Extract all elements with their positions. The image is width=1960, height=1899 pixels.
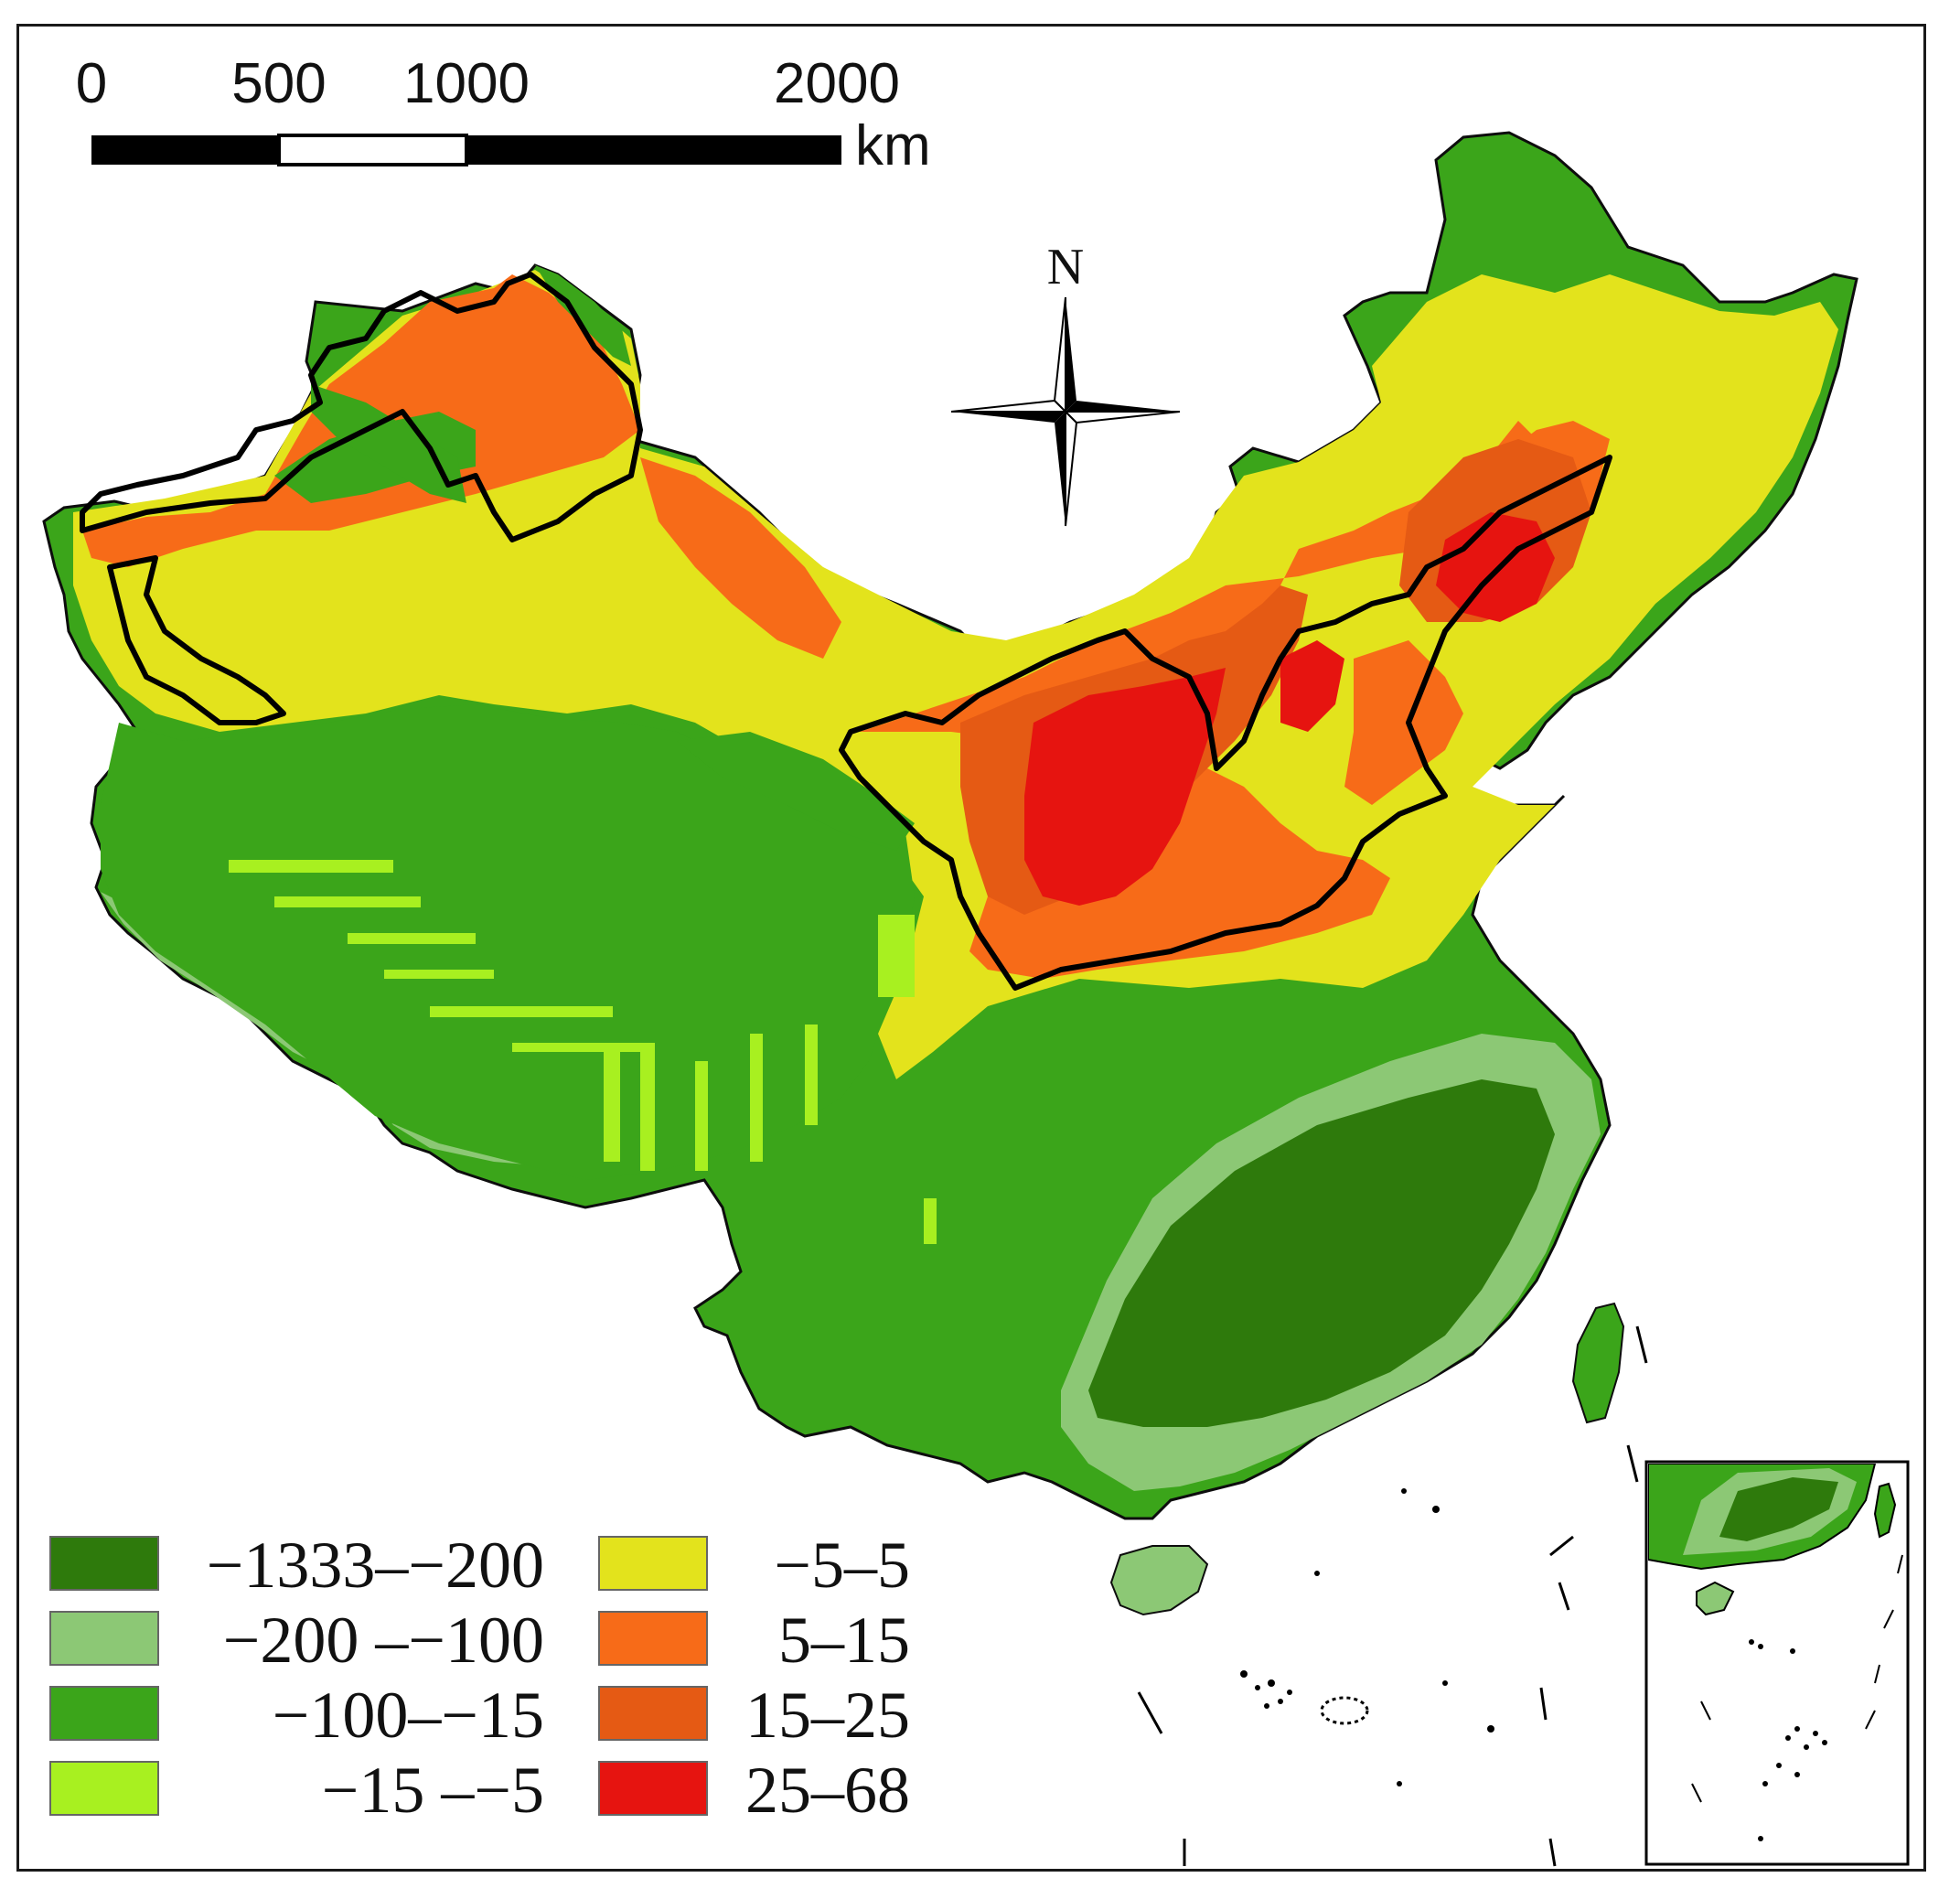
legend-label-3: −100–−15 (273, 1679, 544, 1752)
legend-label-8: 25–68 (745, 1754, 910, 1827)
legend-swatch-6 (598, 1611, 708, 1666)
scale-bar-segment-500-1000 (277, 134, 468, 166)
legend-label-5: −5–5 (774, 1529, 910, 1602)
scale-bar: 0 500 1000 2000 km (76, 52, 931, 177)
north-arrow-east-white (1063, 411, 1181, 424)
legend-label-2: −200 –−100 (223, 1604, 544, 1677)
north-arrow-north-black (1066, 297, 1076, 412)
legend-label-1: −1333–−200 (207, 1529, 544, 1602)
boundary-xinjiang-north (80, 272, 643, 542)
legend-swatch-8 (598, 1761, 708, 1816)
zone-green-qilian (677, 732, 915, 851)
north-arrow-south-black (1055, 412, 1066, 526)
legend-swatch-1 (49, 1536, 159, 1591)
north-arrow-west-white (950, 399, 1068, 413)
north-arrow-label: N (1047, 239, 1084, 295)
zone-orange-hexi (640, 457, 841, 659)
inset-taiwan (1873, 1482, 1897, 1539)
inset-islands (1749, 1639, 1827, 1841)
boundary-loess-plateau (839, 455, 1612, 991)
scale-tick-1000: 1000 (403, 52, 530, 115)
legend-label-6: 5–15 (778, 1604, 910, 1677)
legend-swatch-3 (49, 1686, 159, 1741)
inset-map (1644, 1460, 1910, 1866)
north-arrow-west-black (951, 412, 1066, 423)
zone-green-altai (535, 265, 631, 366)
hainan-island (1109, 1545, 1209, 1616)
zone-green-dzungaria-2 (311, 384, 466, 503)
scale-unit: km (855, 114, 931, 177)
taiwan-island (1571, 1302, 1625, 1424)
change-classes (73, 265, 1838, 1491)
scale-tick-500: 500 (231, 52, 326, 115)
zone-bright-green-streaks (229, 860, 937, 1244)
north-arrow-north-white (1053, 296, 1066, 414)
sea-boundary-dashes (1137, 1325, 1648, 1867)
legend-label-4: −15 –−5 (322, 1754, 544, 1827)
legend-label-7: 15–25 (745, 1679, 910, 1752)
zone-dark-green-southeast (1088, 1079, 1555, 1427)
inset-dark-green (1719, 1477, 1838, 1541)
scale-tick-2000: 2000 (774, 52, 900, 115)
legend-swatch-4 (49, 1761, 159, 1816)
legend-swatch-7 (598, 1686, 708, 1741)
inset-dashes (1691, 1554, 1903, 1803)
zone-red-liaoning (1436, 512, 1555, 622)
legend-swatch-5 (598, 1536, 708, 1591)
zone-red-loess (1024, 668, 1226, 906)
scale-tick-0: 0 (76, 52, 107, 115)
map-frame (16, 24, 1926, 1872)
legend-swatch-2 (49, 1611, 159, 1666)
north-arrow-east-black (1066, 401, 1180, 412)
boundary-xinjiang-south (107, 555, 286, 725)
north-arrow-south-white (1065, 409, 1078, 527)
region-boundaries (80, 272, 1612, 991)
scale-bar-segment-1000-2000 (466, 135, 841, 165)
legend: −1333–−200 −200 –−100 −100–−15 −15 –−5 −… (49, 1529, 910, 1827)
zone-green-tibet (101, 704, 915, 1180)
scale-bar-segment-0-500 (91, 135, 279, 165)
north-arrow: N (950, 239, 1181, 527)
inset-hainan (1696, 1581, 1735, 1616)
islands (1240, 1488, 1494, 1786)
zone-orange-bohai (1344, 640, 1463, 805)
zone-red-hebei (1280, 640, 1344, 732)
